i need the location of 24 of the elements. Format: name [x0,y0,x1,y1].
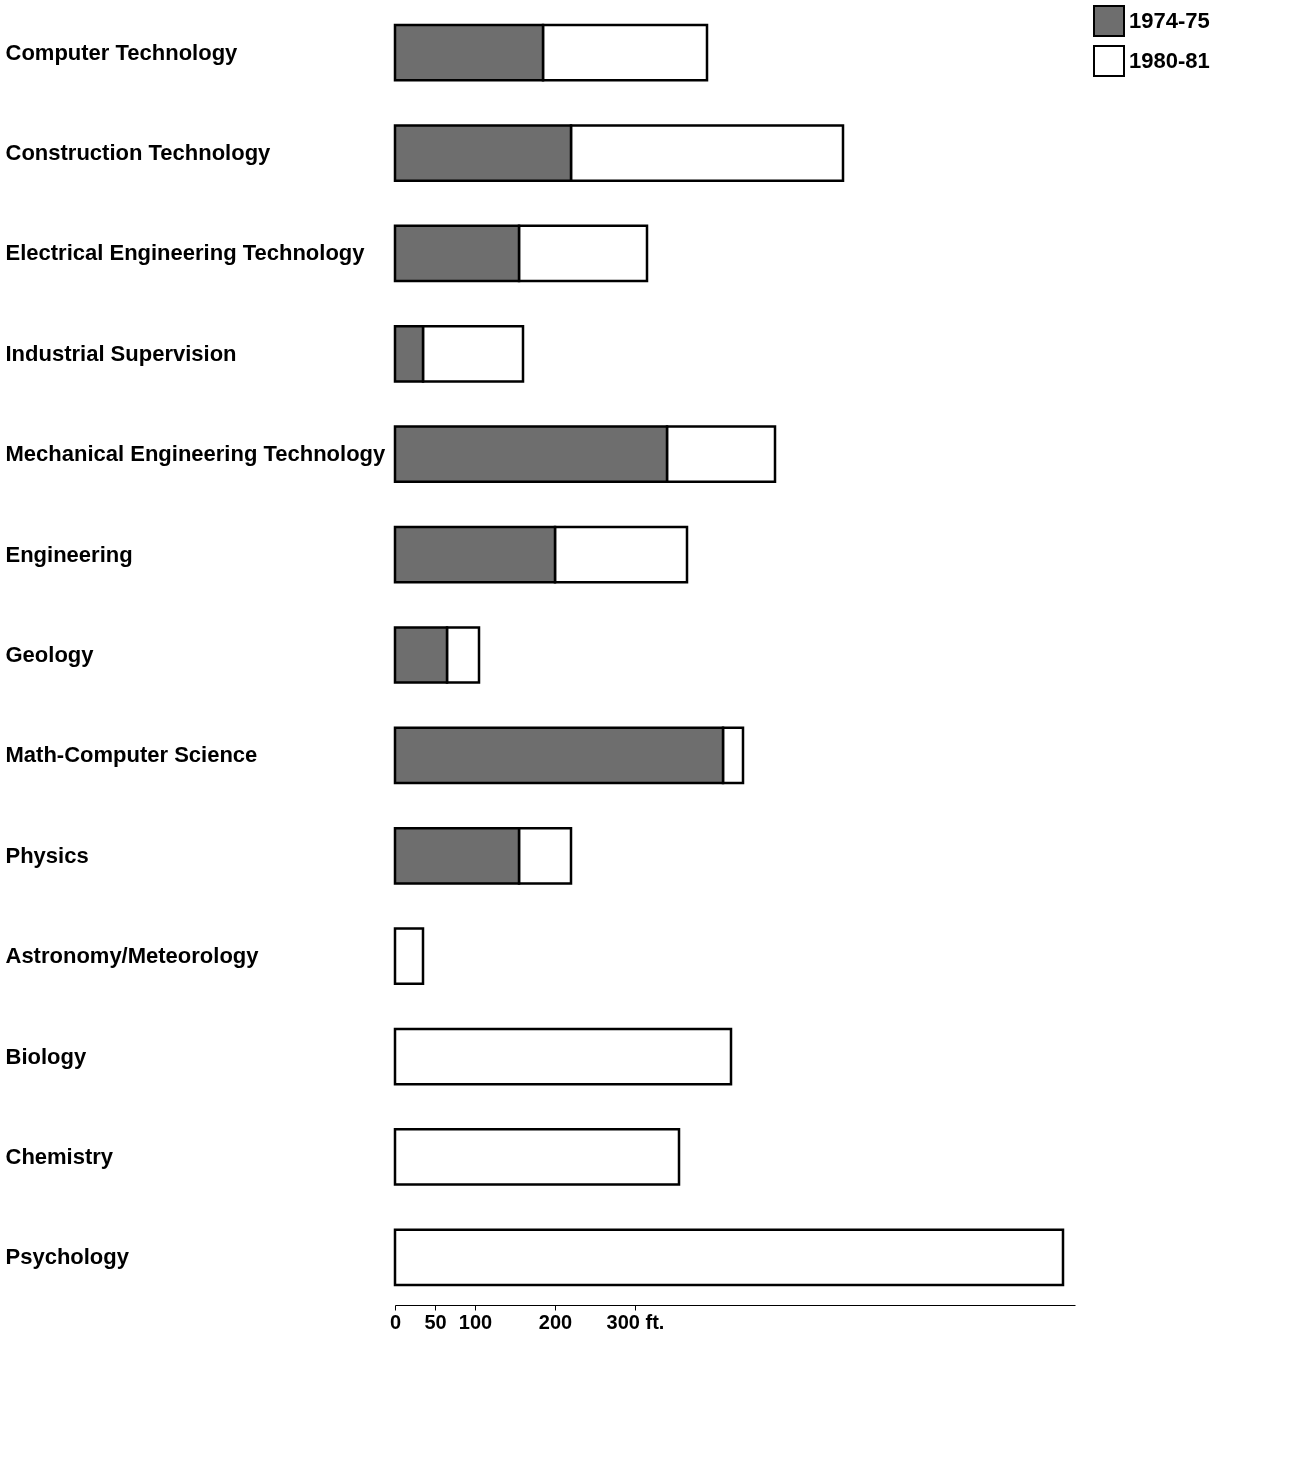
y-tick-label: Mechanical Engineering Technology [5,441,387,467]
y-tick-label: Engineering [5,541,133,567]
x-tick-label: 300 ft. [606,1310,665,1333]
legend-label: 1980-81 [1129,48,1210,73]
legend-label: 1974-75 [1129,8,1210,33]
y-tick-label: Psychology [5,1244,130,1270]
x-tick-label: 50 [424,1310,447,1333]
y-tick-label: Biology [5,1043,87,1069]
y-tick-label: Electrical Engineering Technology [5,240,366,266]
y-tick-label: Astronomy/Meteorology [5,943,260,969]
x-tick-label: 100 [458,1310,493,1333]
bar [393,1027,733,1086]
y-tick-label: Math-Computer Science [5,742,258,768]
x-tick-label: 200 [538,1310,573,1333]
x-tick-label: 0 [389,1310,402,1333]
y-tick-label: Geology [5,642,95,667]
y-tick-label: Chemistry [5,1143,114,1169]
y-tick-label: Industrial Supervision [5,340,237,366]
y-tick-label: Computer Technology [5,39,239,65]
y-tick-label: Construction Technology [5,140,272,166]
bar [393,1128,681,1186]
bar [393,1228,1065,1287]
bar [393,927,425,986]
y-tick-label: Physics [5,842,89,868]
